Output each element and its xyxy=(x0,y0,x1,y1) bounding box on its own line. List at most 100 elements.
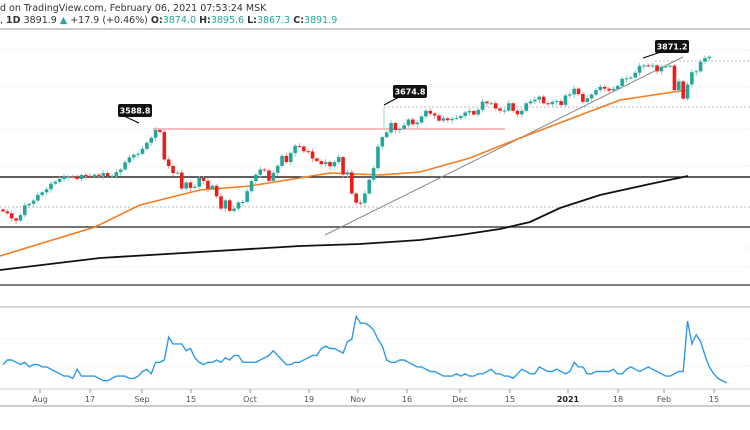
candle-body xyxy=(511,103,515,111)
candle xyxy=(79,173,84,182)
candle xyxy=(44,187,49,196)
low-label: L: xyxy=(247,15,257,26)
moving-averages xyxy=(0,89,689,271)
candle-body xyxy=(66,176,71,178)
candle-body xyxy=(241,201,245,203)
candle xyxy=(646,63,651,68)
candle xyxy=(384,130,389,139)
candle xyxy=(101,170,106,180)
candle-body xyxy=(633,72,637,78)
candle xyxy=(690,69,694,88)
candle-body xyxy=(36,194,40,201)
candle xyxy=(480,98,485,113)
candle-body xyxy=(97,174,101,176)
candle xyxy=(467,108,472,116)
candle xyxy=(459,114,463,121)
candle xyxy=(271,170,276,184)
candle-body xyxy=(79,174,84,179)
candle-body xyxy=(132,154,136,158)
candle-body xyxy=(611,88,616,91)
x-tick-label: Nov xyxy=(350,395,366,404)
candle-body xyxy=(44,189,49,193)
candle xyxy=(297,142,302,148)
candle-body xyxy=(476,109,481,115)
candle xyxy=(633,70,637,80)
candle xyxy=(206,178,210,193)
candle-body xyxy=(585,98,590,102)
candle-body xyxy=(642,65,646,67)
candle xyxy=(389,120,393,135)
callout-pointer xyxy=(383,96,400,106)
candle-body xyxy=(393,123,398,131)
candle-body xyxy=(14,218,18,221)
candle-body xyxy=(594,90,598,95)
candle-body xyxy=(663,66,668,68)
candle-body xyxy=(554,101,559,103)
candle xyxy=(663,63,668,69)
candle-body xyxy=(681,81,685,99)
separator-comma: , xyxy=(0,15,7,26)
candle xyxy=(642,64,646,70)
candle xyxy=(158,128,162,134)
x-tick-label: 17 xyxy=(85,395,95,404)
x-tick-label: Sep xyxy=(134,395,149,404)
candle xyxy=(57,176,62,184)
horizontal-levels xyxy=(0,56,750,236)
candle xyxy=(350,169,354,195)
candle-body xyxy=(31,200,36,204)
candle xyxy=(75,174,79,182)
candle xyxy=(284,153,289,165)
candle-body xyxy=(288,153,293,163)
candle-body xyxy=(341,157,345,175)
candle-body xyxy=(267,170,271,181)
candle xyxy=(97,172,101,179)
candle xyxy=(66,174,71,181)
candle xyxy=(524,101,528,113)
time-axis: Aug 17 Sep 15 Oct 19 Nov 16 Dec 15 2021 18 Feb 15 xyxy=(32,389,719,404)
candle xyxy=(153,127,158,142)
header-divider xyxy=(0,28,750,30)
x-tick-label: 18 xyxy=(613,395,623,404)
candle xyxy=(585,95,590,105)
candle xyxy=(210,184,215,191)
candle xyxy=(463,110,467,119)
candle xyxy=(472,109,476,116)
candle-body xyxy=(315,158,319,162)
candle-body xyxy=(655,65,659,72)
candle xyxy=(328,160,332,170)
candle-body xyxy=(101,173,106,176)
candle-body xyxy=(92,174,97,177)
candle-body xyxy=(563,95,568,105)
candle xyxy=(498,107,502,114)
candle-body xyxy=(62,176,66,179)
candle xyxy=(18,213,23,222)
price-callout: 3871.2 xyxy=(642,40,689,59)
candle xyxy=(123,160,127,171)
candle xyxy=(110,173,114,179)
candle-body xyxy=(528,101,533,104)
candle xyxy=(223,198,228,213)
candle xyxy=(685,82,690,101)
price-callouts: 3588.8 3674.8 3871.2 xyxy=(118,40,689,124)
candle xyxy=(232,205,236,214)
candle-body xyxy=(389,123,393,133)
candle-body xyxy=(127,157,132,163)
candle xyxy=(598,84,603,93)
candle xyxy=(650,62,655,69)
price-callout: 3674.8 xyxy=(383,85,427,106)
candle xyxy=(145,141,149,151)
candle-body xyxy=(441,118,446,121)
candle-body xyxy=(332,162,337,167)
candle-body xyxy=(620,78,624,86)
candle xyxy=(432,112,437,120)
candle-body xyxy=(415,122,419,125)
candle xyxy=(5,209,10,216)
candle xyxy=(241,199,245,206)
candle-body xyxy=(197,177,201,187)
candle xyxy=(136,151,140,159)
candle xyxy=(236,201,241,212)
high-value: 3895.6 xyxy=(210,15,245,26)
candle xyxy=(201,175,206,184)
candle-body xyxy=(533,99,537,102)
